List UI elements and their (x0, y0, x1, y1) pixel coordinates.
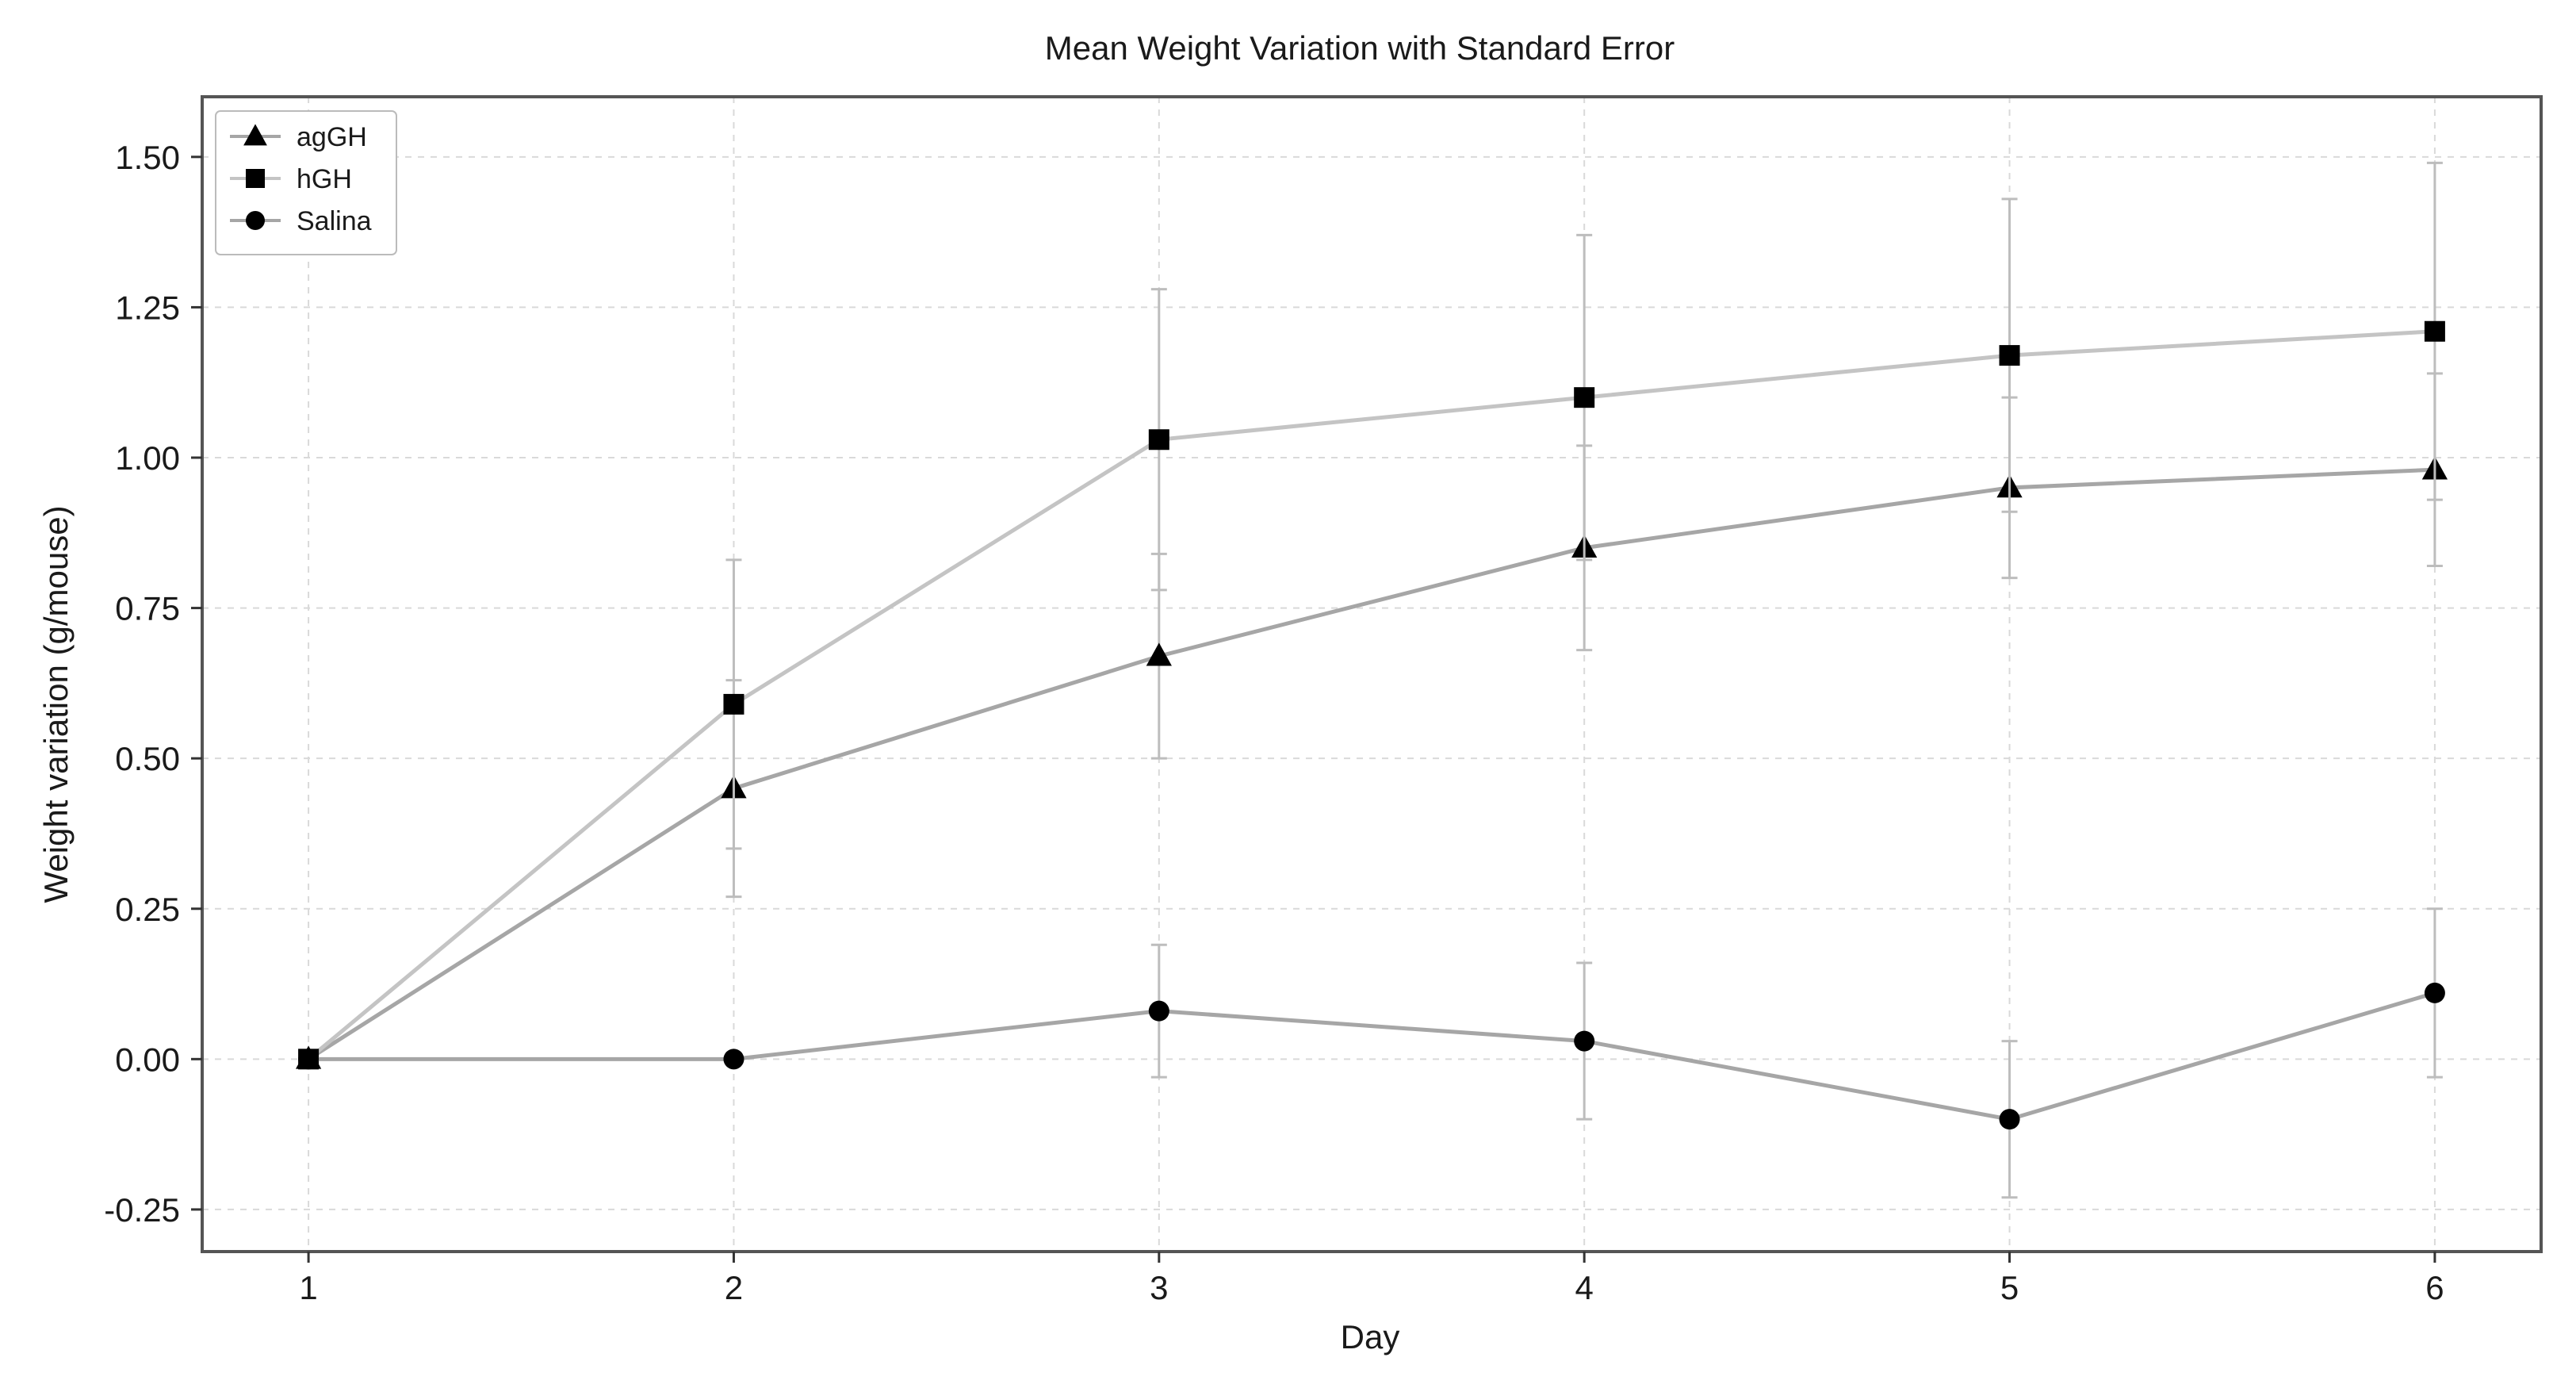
y-tick-label: 0.75 (115, 590, 180, 627)
data-point (1999, 1109, 2020, 1130)
x-tick-label: 1 (299, 1269, 317, 1306)
y-tick-label: -0.25 (104, 1191, 180, 1229)
x-tick-label: 2 (725, 1269, 743, 1306)
y-tick-label: 0.50 (115, 740, 180, 777)
legend-marker (246, 211, 265, 230)
data-point (723, 693, 744, 715)
series-hGH (298, 161, 2445, 1070)
legend-label: Salina (297, 206, 372, 236)
x-axis-label: Day (1341, 1318, 1400, 1355)
y-tick-label: 1.50 (115, 139, 180, 176)
y-tick-label: 0.00 (115, 1041, 180, 1078)
legend-marker (246, 169, 265, 188)
chart-title: Mean Weight Variation with Standard Erro… (1045, 29, 1675, 67)
x-tick-label: 4 (1575, 1269, 1594, 1306)
legend-label: hGH (297, 164, 352, 194)
data-point (1148, 429, 1169, 451)
data-point (1146, 642, 1172, 666)
axis-ticks: 1 2 3 4 5 6 -0.25 0.00 0.25 0.50 0.75 1.00 1.25 1.50 (104, 139, 2444, 1306)
y-tick-label: 0.25 (115, 891, 180, 928)
plot-area: 1 2 3 4 5 6 -0.25 0.00 0.25 0.50 0.75 1.00 1.25 1.50 a… (104, 95, 2543, 1306)
y-tick-label: 1.25 (115, 289, 180, 326)
series-Salina (298, 907, 2445, 1199)
legend: agGH hGH Salina (215, 110, 397, 255)
x-tick-label: 5 (2000, 1269, 2019, 1306)
y-tick-label: 1.00 (115, 439, 180, 477)
data-point (298, 1049, 320, 1070)
series-line (307, 329, 2436, 1061)
series-line (307, 467, 2436, 1061)
y-axis-label: Weight variation (g/mouse) (37, 505, 75, 903)
legend-label: agGH (297, 122, 367, 152)
series-line (308, 991, 2436, 1122)
x-tick-label: 3 (1150, 1269, 1168, 1306)
x-tick-label: 6 (2425, 1269, 2444, 1306)
data-point (1148, 1000, 1169, 1022)
plot-frame (201, 95, 2543, 1253)
data-point (1999, 345, 2020, 366)
legend-marker (243, 124, 267, 146)
data-point (723, 1049, 744, 1070)
data-point (1574, 387, 1595, 408)
data-point (2424, 320, 2445, 342)
data-point (1574, 1030, 1595, 1052)
data-point (2424, 982, 2445, 1003)
